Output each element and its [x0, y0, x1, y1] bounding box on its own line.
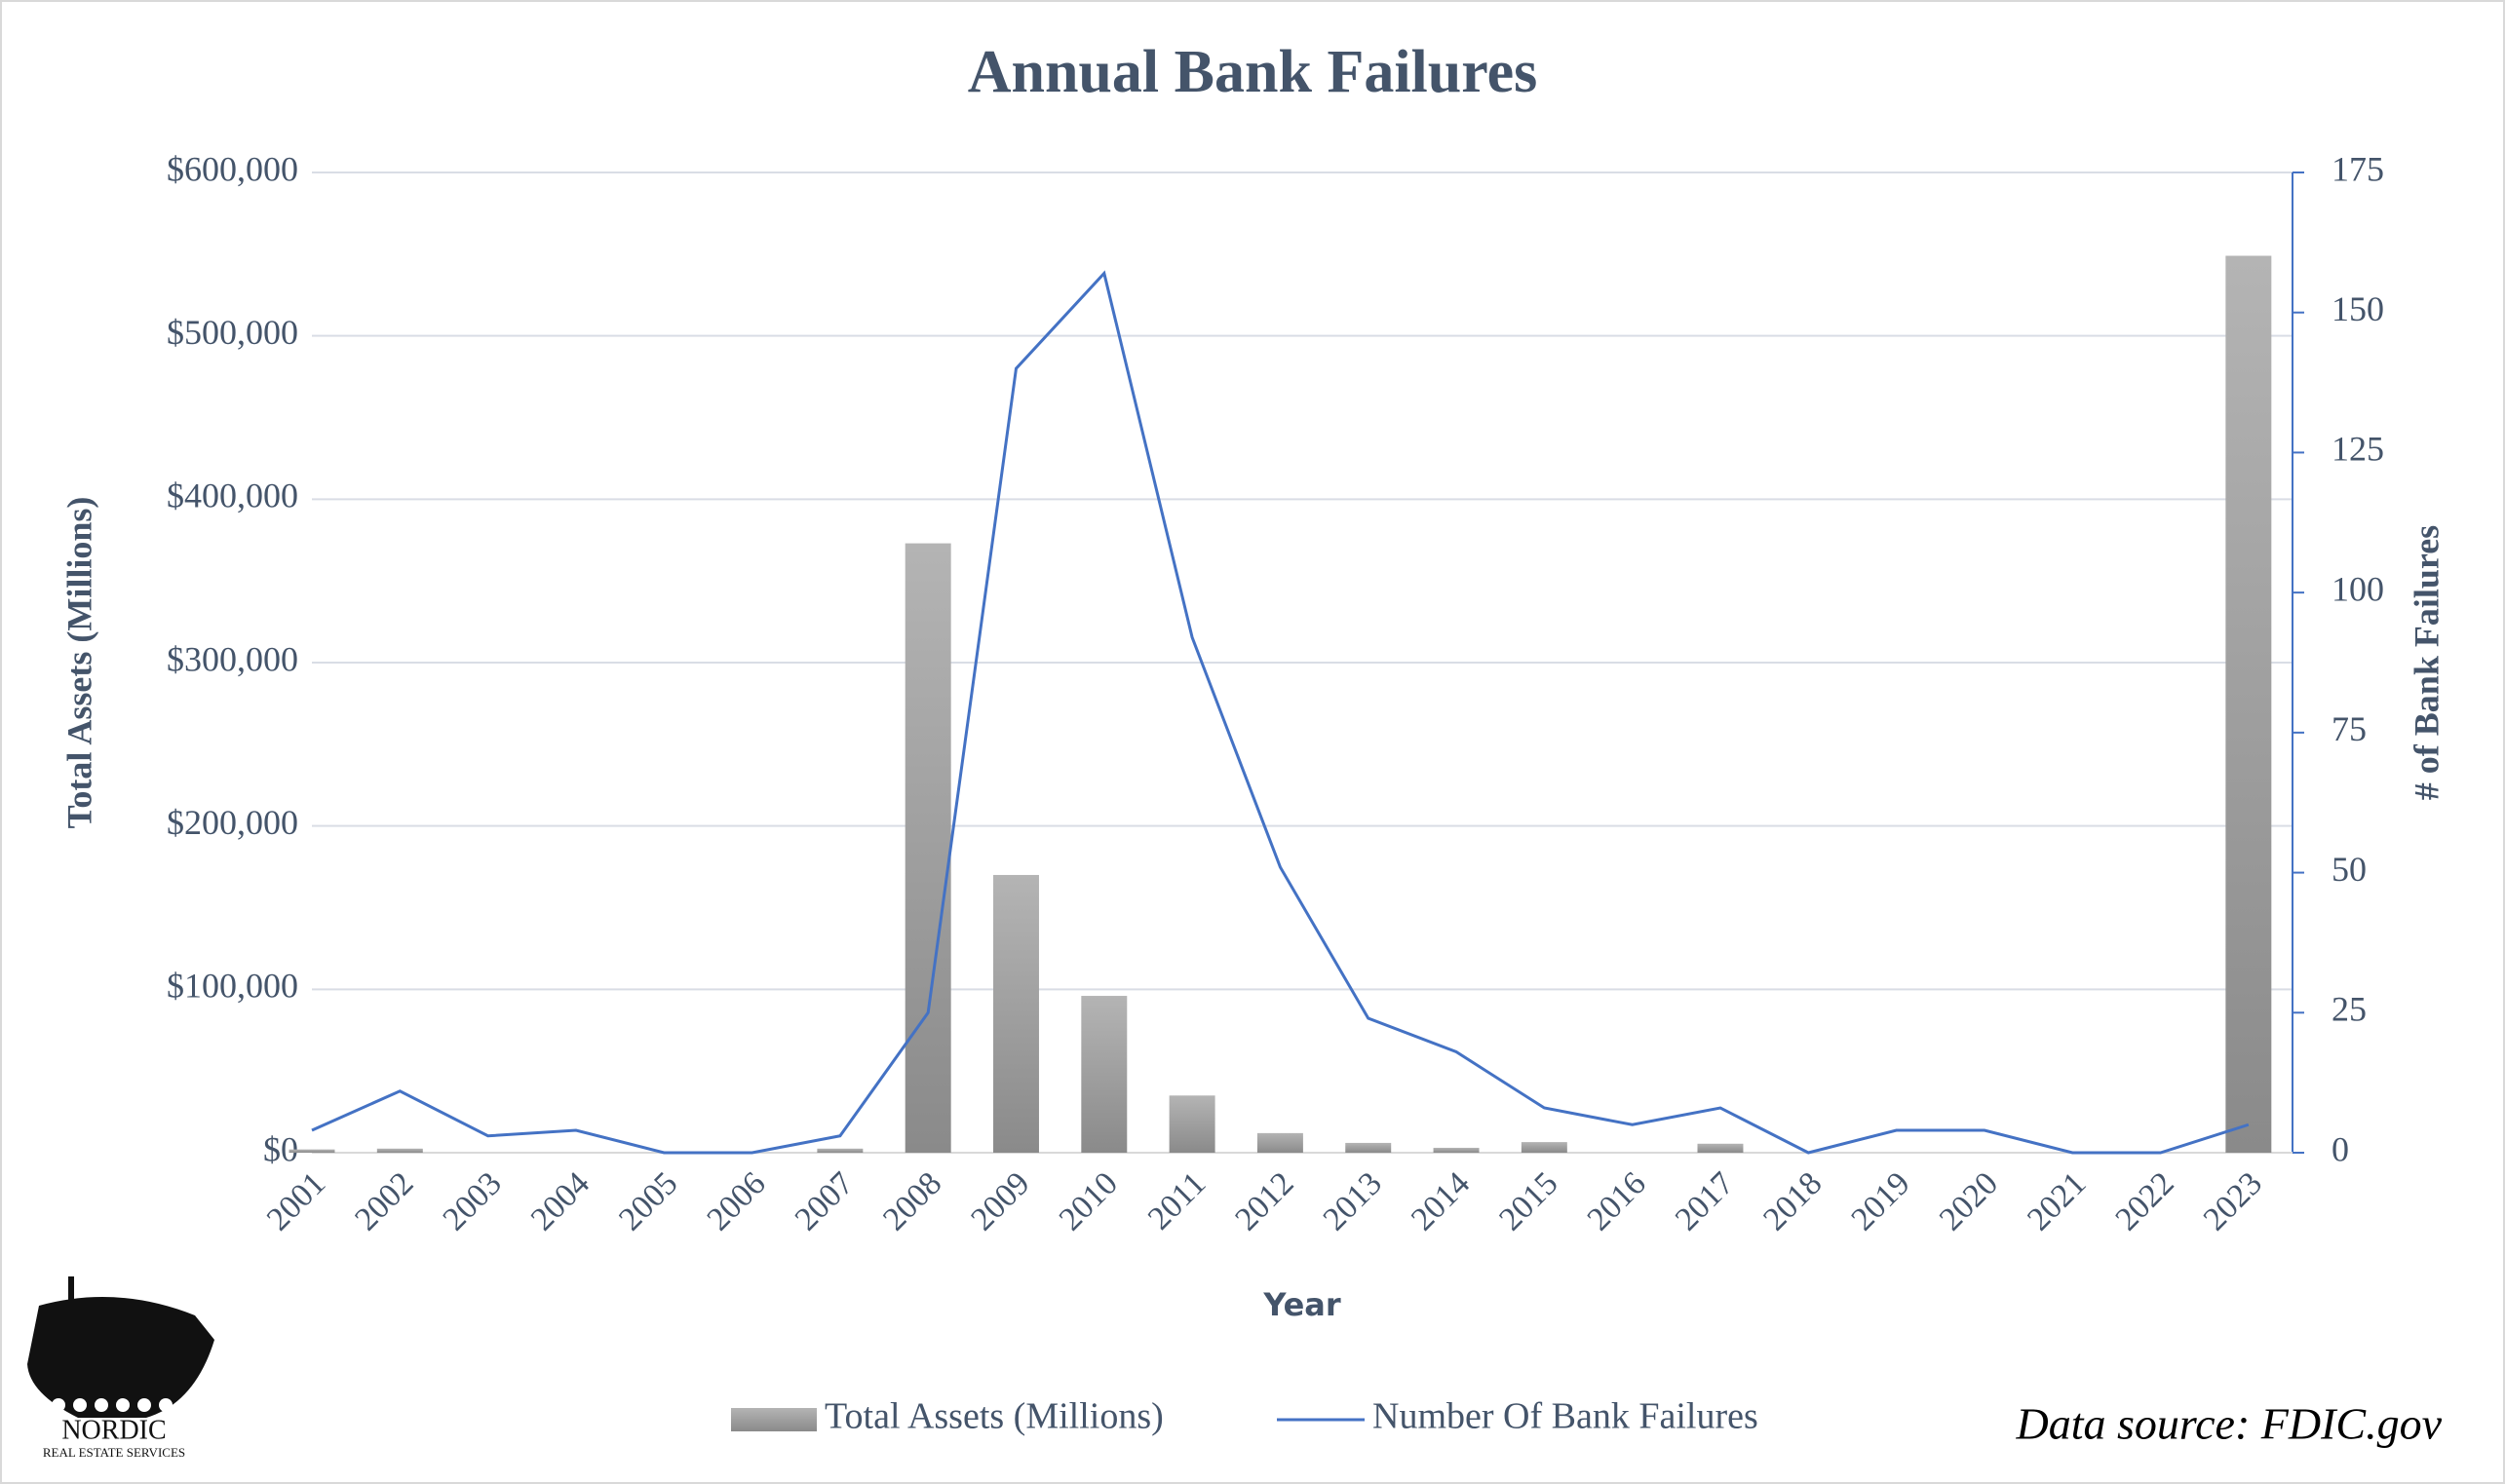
- legend-label: Number Of Bank Failures: [1372, 1396, 1758, 1437]
- y2-tick-label: 50: [2332, 850, 2367, 889]
- logo-mast: [68, 1276, 74, 1315]
- chart-title: Annual Bank Failures: [968, 39, 1538, 105]
- legend-label: Total Assets (Millions): [825, 1396, 1164, 1437]
- bar: [1256, 1132, 1303, 1153]
- bar: [1345, 1142, 1392, 1153]
- legend-swatch: [731, 1408, 817, 1431]
- y2-tick-label: 0: [2332, 1129, 2349, 1168]
- y-tick-label: $600,000: [167, 149, 298, 188]
- y2-tick-label: 100: [2332, 569, 2384, 608]
- bar: [1169, 1095, 1215, 1153]
- y2-tick-label: 150: [2332, 289, 2384, 328]
- bar: [1521, 1142, 1567, 1153]
- x-axis-title: Year: [1262, 1286, 1341, 1323]
- source-note: Data source: FDIC.gov: [2016, 1399, 2443, 1449]
- logo-name: NORDIC: [61, 1415, 166, 1445]
- logo-shields: [52, 1398, 173, 1412]
- y2-tick-label: 25: [2332, 990, 2367, 1029]
- y-tick-label: $100,000: [167, 967, 298, 1006]
- bar: [905, 543, 951, 1153]
- y-tick-label: $0: [263, 1129, 298, 1168]
- y2-tick-label: 75: [2332, 709, 2367, 748]
- y-tick-label: $500,000: [167, 313, 298, 352]
- y2-axis-title: # of Bank Failures: [2407, 525, 2446, 800]
- y-axis-title: Total Assets (Millions): [59, 497, 98, 829]
- line-series: [311, 270, 2250, 1155]
- bar: [289, 1149, 335, 1153]
- logo-ship: [27, 1297, 214, 1418]
- logo-tagline: REAL ESTATE SERVICES: [43, 1445, 185, 1460]
- bar: [1081, 996, 1128, 1153]
- y-tick-label: $200,000: [167, 803, 298, 842]
- logo: NORDIC REAL ESTATE SERVICES: [27, 1276, 214, 1460]
- bar: [1697, 1143, 1744, 1153]
- bar: [2225, 255, 2272, 1153]
- bar: [1433, 1147, 1480, 1153]
- bar: [376, 1148, 423, 1153]
- bar: [993, 874, 1039, 1153]
- bar: [817, 1148, 864, 1153]
- y2-tick-label: 175: [2332, 149, 2384, 188]
- y-tick-label: $300,000: [167, 639, 298, 678]
- y2-tick-label: 125: [2332, 430, 2384, 469]
- y-tick-label: $400,000: [167, 476, 298, 515]
